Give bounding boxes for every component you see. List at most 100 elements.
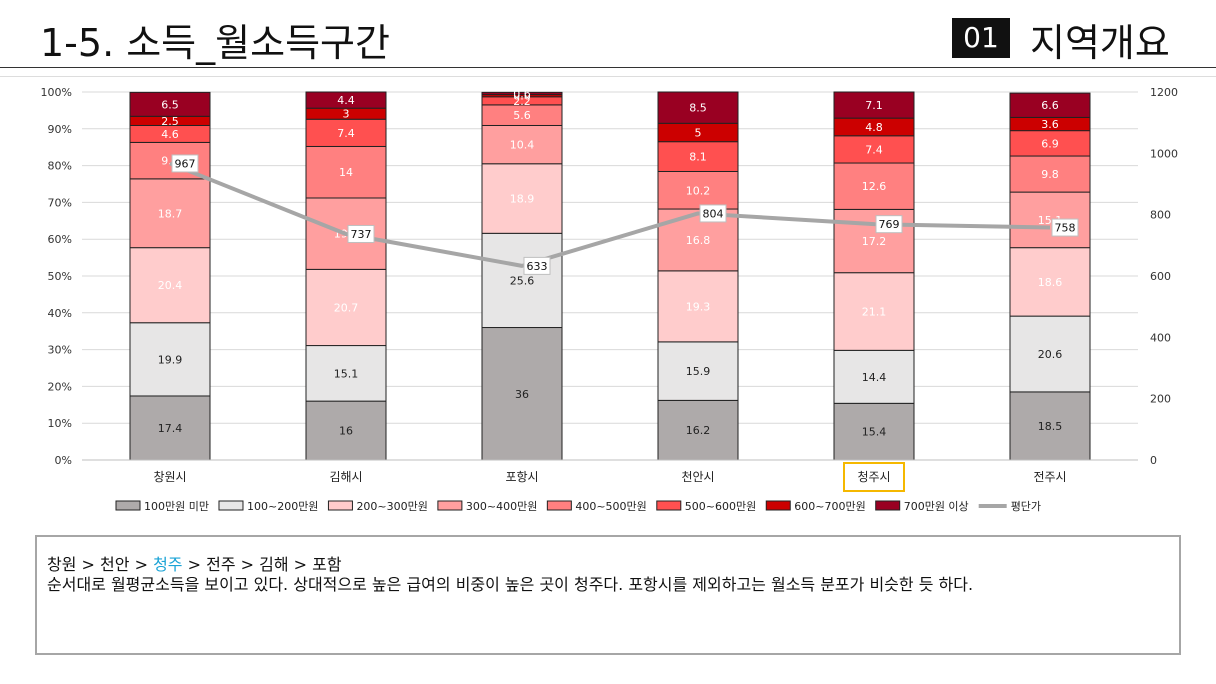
data-label: 8.5: [689, 102, 707, 115]
category-label: 천안시: [681, 469, 714, 484]
legend-label: 200~300만원: [356, 500, 427, 513]
ranking-separator: >: [129, 555, 154, 574]
ranking-item: 청주: [153, 555, 183, 574]
ranking-separator: >: [76, 555, 101, 574]
ranking-item: 김해: [259, 555, 289, 574]
y-right-tick-label: 800: [1150, 209, 1171, 222]
data-label: 9.8: [1041, 168, 1059, 181]
note-ranking: 창원 > 천안 > 청주 > 전주 > 김해 > 포함: [47, 551, 342, 575]
legend-swatch: [115, 500, 141, 511]
bar-segment: [833, 91, 915, 119]
y-right-tick-label: 600: [1150, 270, 1171, 283]
data-label: 6.6: [1041, 99, 1059, 112]
line-data-label: 758: [1055, 222, 1076, 235]
y-left-tick-label: 70%: [48, 196, 72, 209]
data-label: 4.8: [865, 121, 883, 134]
data-label: 10.4: [510, 139, 535, 152]
data-label: 6.5: [161, 98, 179, 111]
data-label: 7.4: [337, 127, 355, 140]
data-label: 20.6: [1038, 348, 1063, 361]
legend-swatch: [875, 500, 901, 511]
y-left-tick-label: 0%: [55, 454, 72, 467]
y-right-tick-label: 1200: [1150, 86, 1178, 99]
bar-segment: [833, 349, 915, 404]
bar-segment: [1009, 92, 1091, 118]
bar-segment: [1009, 155, 1091, 193]
legend-swatch: [327, 500, 353, 511]
legend-label: 700만원 이상: [904, 500, 969, 513]
data-label: 2.2: [513, 95, 531, 108]
line-data-label: 769: [879, 218, 900, 231]
highlight-frame: [843, 462, 905, 492]
bar-segment: [305, 118, 387, 147]
data-label: 18.6: [1038, 276, 1063, 289]
note-description: 순서대로 월평균소득을 보이고 있다. 상대적으로 높은 급여의 비중이 높은 …: [47, 575, 974, 594]
section-number-badge: 01: [952, 18, 1010, 58]
page-title: 1-5. 소득_월소득구간: [40, 21, 390, 65]
legend-label: 평단가: [1011, 500, 1041, 513]
data-label: 18.5: [1038, 420, 1063, 433]
data-label: 3.6: [1041, 118, 1059, 131]
legend-swatch: [546, 500, 572, 511]
bar-segment: [129, 91, 211, 117]
line-series: [169, 161, 1051, 268]
y-left-tick-label: 30%: [48, 344, 72, 357]
data-label: 4.6: [161, 128, 179, 141]
legend-label: 600~700만원: [794, 500, 865, 513]
data-label: 3: [343, 108, 350, 121]
line-data-label: 967: [175, 157, 196, 170]
bar-segment: [1009, 247, 1091, 317]
bar-segment: [481, 232, 563, 329]
data-label: 17.4: [158, 422, 183, 435]
bar-segment: [481, 124, 563, 165]
legend-swatch: [765, 500, 791, 511]
category-label: 전주시: [1033, 470, 1066, 484]
bar-segment: [481, 163, 563, 234]
y-left-tick-label: 90%: [48, 123, 72, 136]
note-box: 창원 > 천안 > 청주 > 전주 > 김해 > 포함 순서대로 월평균소득을 …: [35, 535, 1181, 655]
y-left-tick-label: 50%: [48, 270, 72, 283]
legend-swatch: [656, 500, 682, 511]
line-value-box: [523, 256, 551, 275]
data-label: 20.7: [334, 301, 359, 314]
bar-segment: [305, 91, 387, 109]
data-label: 15.9: [686, 365, 711, 378]
ranking-item: 창원: [47, 555, 77, 574]
income-stacked-bar-chart: 0% 10% 20% 30% 40% 50% 60% 70% 80% 90% 100% 0 200 400…: [41, 86, 1178, 513]
y-left-tick-label: 80%: [48, 160, 72, 173]
data-label: 16.8: [686, 234, 711, 247]
ranking-item: 포함: [312, 555, 342, 574]
bar-segment: [1009, 315, 1091, 393]
data-label: 5: [695, 126, 702, 139]
data-label: 17.2: [862, 235, 887, 248]
data-label: 2.5: [161, 115, 179, 128]
data-label: 12.6: [862, 180, 887, 193]
data-label: 21.1: [862, 306, 887, 319]
category-label: 포항시: [505, 470, 538, 484]
line-data-label: 737: [351, 228, 372, 241]
data-label: 14.4: [862, 371, 887, 384]
data-label: 16: [339, 425, 353, 438]
bar-segment: [305, 345, 387, 402]
line-value-box: [875, 215, 903, 234]
bar-segment: [481, 91, 563, 96]
bar-segment: [657, 341, 739, 401]
data-label: 19.9: [158, 353, 183, 366]
data-label: 14: [339, 166, 353, 179]
data-label: 7.1: [865, 99, 883, 112]
line-data-label: 804: [703, 207, 724, 220]
y-right-tick-label: 200: [1150, 393, 1171, 406]
category-label: 청주시: [857, 470, 890, 484]
data-label: 19.3: [686, 300, 711, 313]
data-label: 15.4: [862, 426, 887, 439]
line-data-label: 633: [527, 260, 548, 273]
data-label: 10.2: [686, 184, 711, 197]
data-label: 18.7: [158, 207, 183, 220]
y-right-tick-label: 1000: [1150, 147, 1178, 160]
ranking-item: 천안: [100, 555, 130, 574]
data-label: 36: [515, 388, 529, 401]
ranking-separator: >: [235, 555, 260, 574]
header-divider-secondary: [0, 76, 1216, 77]
bar-segment: [657, 399, 739, 461]
legend-swatch: [218, 500, 244, 511]
